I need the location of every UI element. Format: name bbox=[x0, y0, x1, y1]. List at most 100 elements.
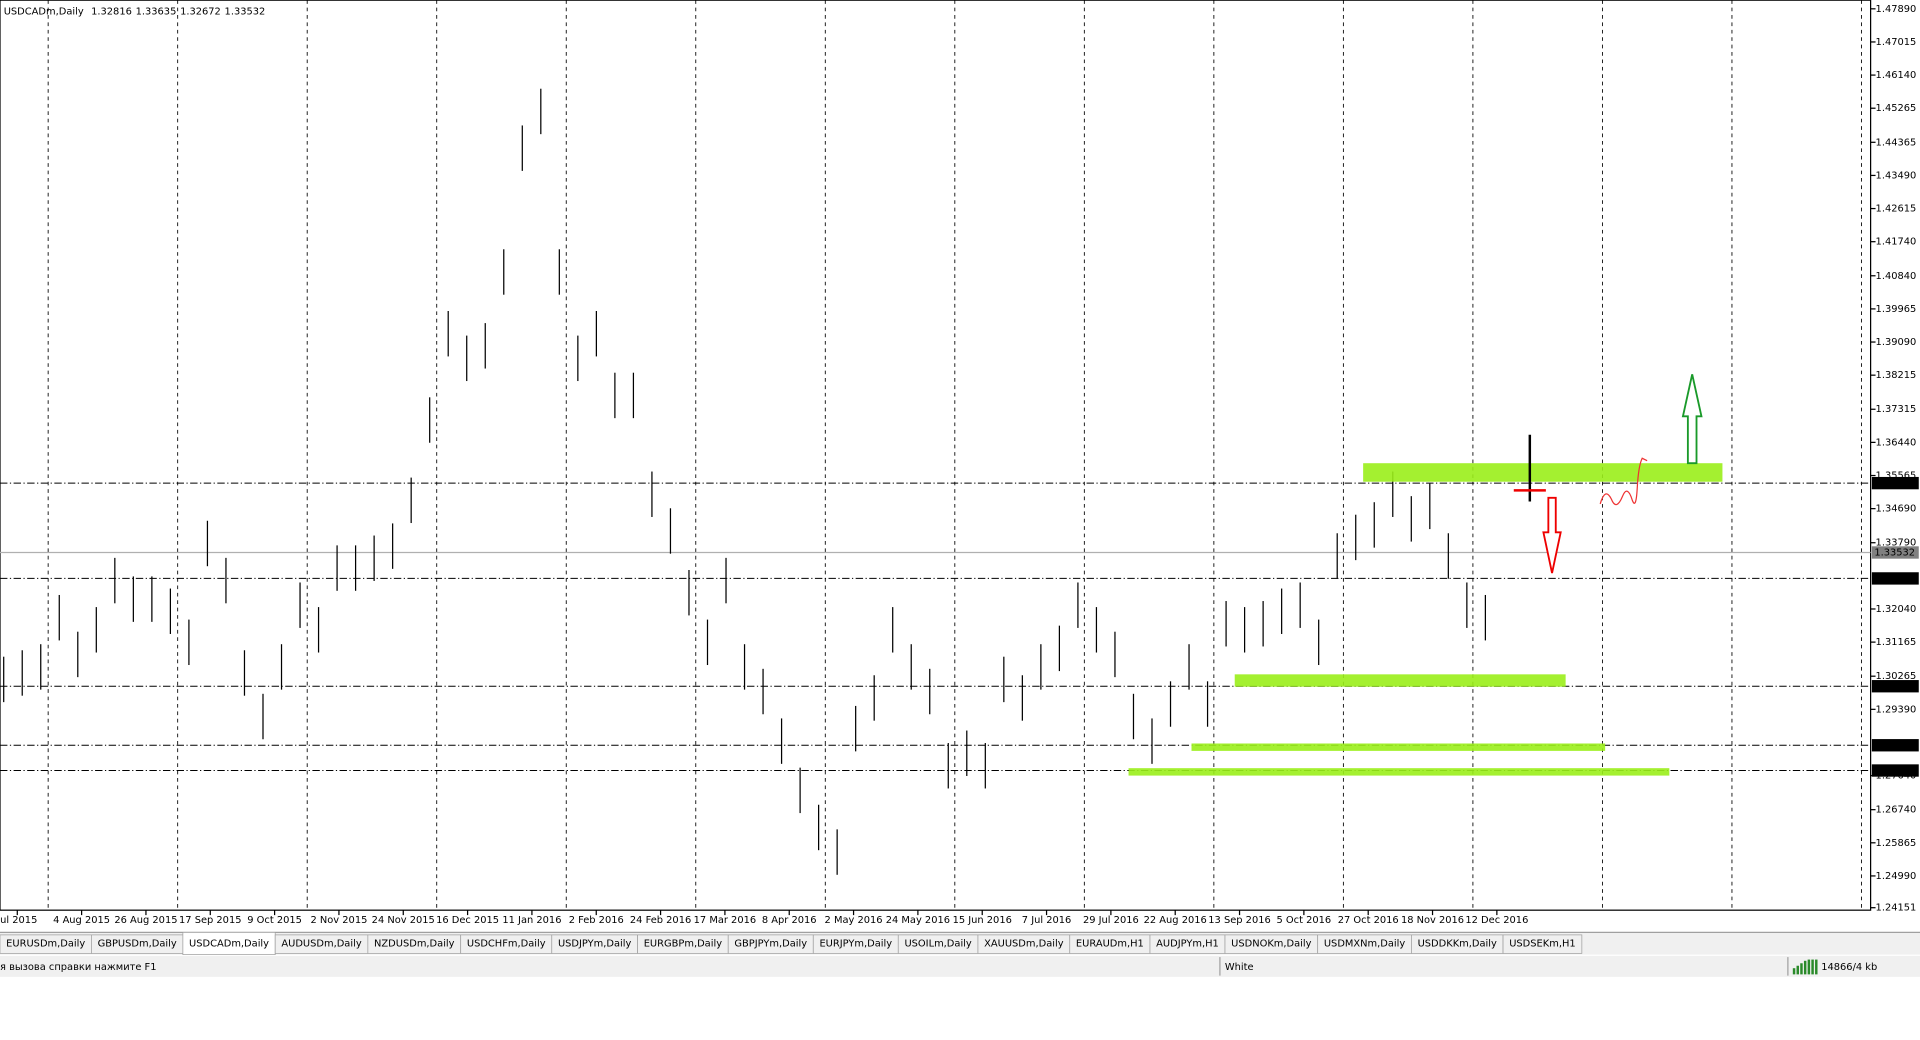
symbol: USDCADm,Daily bbox=[4, 6, 84, 17]
y-tick-label: 1.42615 bbox=[1876, 204, 1917, 215]
ohlc-value: 1.33532 bbox=[225, 6, 266, 17]
zone bbox=[1363, 463, 1723, 482]
y-tick-label: 1.44365 bbox=[1876, 137, 1917, 148]
x-tick-label: 24 Nov 2015 bbox=[372, 915, 435, 926]
tab-label[interactable]: EURUSDm,Daily bbox=[6, 939, 85, 950]
price-tag bbox=[1871, 572, 1919, 585]
zone bbox=[1191, 743, 1606, 751]
y-tick-label: 1.40840 bbox=[1876, 271, 1917, 282]
price-tag-label: 1.33532 bbox=[1874, 547, 1915, 558]
y-tick-label: 1.41740 bbox=[1876, 237, 1917, 248]
x-tick-label: 7 Jul 2016 bbox=[1022, 915, 1072, 926]
tab-label[interactable]: EURAUDm,H1 bbox=[1076, 939, 1144, 950]
x-tick-label: 24 Feb 2016 bbox=[630, 915, 691, 926]
y-tick-label: 1.43490 bbox=[1876, 170, 1917, 181]
chart-frame bbox=[0, 0, 1872, 911]
tab-label[interactable]: USDCADm,Daily bbox=[189, 939, 269, 950]
ohlc-value: 1.33635 bbox=[136, 6, 177, 17]
y-tick-label: 1.45265 bbox=[1876, 103, 1917, 114]
x-tick-label: 17 Mar 2016 bbox=[694, 915, 757, 926]
price-tag-label: 1.28441 bbox=[1874, 740, 1915, 751]
arrow-down bbox=[1542, 496, 1562, 574]
tab-label[interactable]: USDMXNm,Daily bbox=[1324, 939, 1406, 950]
x-tick-label: 26 Aug 2015 bbox=[114, 915, 177, 926]
tab-label[interactable]: USDSEKm,H1 bbox=[1509, 939, 1575, 950]
x-tick-label: 2 Nov 2015 bbox=[310, 915, 367, 926]
tab-label[interactable]: USOILm,Daily bbox=[904, 939, 971, 950]
tab-label[interactable]: GBPJPYm,Daily bbox=[734, 939, 807, 950]
y-tick-label: 1.38215 bbox=[1876, 370, 1917, 381]
x-tick-label: 15 Jun 2016 bbox=[953, 915, 1012, 926]
y-tick-label: 1.34690 bbox=[1876, 504, 1917, 515]
x-tick-label: 27 Oct 2016 bbox=[1338, 915, 1399, 926]
y-tick-label: 1.39090 bbox=[1876, 337, 1917, 348]
x-tick-label: 18 Nov 2016 bbox=[1401, 915, 1464, 926]
tab-label[interactable]: AUDJPYm,H1 bbox=[1156, 939, 1219, 950]
x-tick-label: 11 Jan 2016 bbox=[502, 915, 561, 926]
y-tick-label: 1.31165 bbox=[1876, 637, 1917, 648]
tab-label[interactable]: EURGBPm,Daily bbox=[644, 939, 722, 950]
price-tag bbox=[1871, 546, 1919, 559]
price-tag-label: 1.32847 bbox=[1874, 573, 1915, 584]
price-bars bbox=[3, 88, 1486, 875]
connection-icon bbox=[1792, 959, 1818, 975]
price-tag-label: 1.30000 bbox=[1874, 681, 1915, 692]
tab-label[interactable]: USDNOKm,Daily bbox=[1231, 939, 1312, 950]
y-tick-label: 1.33790 bbox=[1876, 538, 1917, 549]
y-tick-label: 1.24990 bbox=[1876, 871, 1917, 882]
price-tag-label: 1.27774 bbox=[1874, 766, 1915, 777]
price-tag bbox=[1871, 739, 1919, 752]
status-traffic: 14866/4 kb bbox=[1821, 962, 1877, 973]
price-tag bbox=[1871, 764, 1919, 777]
x-tick-label: 2 May 2016 bbox=[825, 915, 883, 926]
y-tick-label: 1.36440 bbox=[1876, 437, 1917, 448]
status-help: я вызова справки нажмите F1 bbox=[0, 962, 157, 973]
x-tick-label: 17 Sep 2015 bbox=[179, 915, 242, 926]
y-tick-label: 1.35565 bbox=[1876, 471, 1917, 482]
y-tick-label: 1.29390 bbox=[1876, 704, 1917, 715]
y-tick-label: 1.39965 bbox=[1876, 304, 1917, 315]
y-tick-label: 1.30265 bbox=[1876, 671, 1917, 682]
tab-label[interactable]: XAUUSDm,Daily bbox=[984, 939, 1064, 950]
x-tick-label: 29 Jul 2016 bbox=[1083, 915, 1139, 926]
y-tick-label: 1.25865 bbox=[1876, 838, 1917, 849]
price-tag bbox=[1871, 680, 1919, 693]
y-tick-label: 1.24151 bbox=[1876, 903, 1917, 914]
x-tick-label: 4 Aug 2015 bbox=[53, 915, 110, 926]
tab[interactable] bbox=[1502, 934, 1583, 954]
ohlc-value: 1.32816 bbox=[91, 6, 132, 17]
x-tick-label: 2 Feb 2016 bbox=[569, 915, 624, 926]
x-tick-label: 8 Apr 2016 bbox=[762, 915, 817, 926]
tab-label[interactable]: AUDUSDm,Daily bbox=[281, 939, 361, 950]
x-tick-label: 9 Oct 2015 bbox=[247, 915, 302, 926]
status-profile: White bbox=[1225, 962, 1254, 973]
y-tick-label: 1.32040 bbox=[1876, 604, 1917, 615]
x-tick-label: 22 Aug 2016 bbox=[1144, 915, 1207, 926]
y-tick-label: 1.37315 bbox=[1876, 404, 1917, 415]
x-tick-label: 13 Sep 2016 bbox=[1208, 915, 1271, 926]
y-tick-label: 1.47890 bbox=[1876, 4, 1917, 15]
y-tick-label: 1.46140 bbox=[1876, 70, 1917, 81]
tab-label[interactable]: NZDUSDm,Daily bbox=[374, 939, 455, 950]
tab-label[interactable]: USDJPYm,Daily bbox=[558, 939, 632, 950]
arrow-up bbox=[1681, 374, 1703, 465]
y-tick-label: 1.47015 bbox=[1876, 37, 1917, 48]
tab-label[interactable]: USDCHFm,Daily bbox=[467, 939, 546, 950]
x-tick-label: 24 May 2016 bbox=[886, 915, 950, 926]
user-drawings bbox=[1128, 374, 1723, 776]
price-tag bbox=[1871, 476, 1919, 490]
tab-label[interactable]: GBPUSDm,Daily bbox=[98, 939, 177, 950]
ohlc-value: 1.32672 bbox=[180, 6, 221, 17]
tab-label[interactable]: EURJPYm,Daily bbox=[819, 939, 892, 950]
status-bar bbox=[0, 955, 1920, 977]
x-tick-label: 5 Oct 2016 bbox=[1277, 915, 1332, 926]
chart-header: USDCADm,Daily 1.32816 1.33635 1.32672 1.3353… bbox=[4, 6, 266, 17]
tab-label[interactable]: USDDKKm,Daily bbox=[1418, 939, 1497, 950]
zone bbox=[1234, 674, 1566, 687]
x-tick-label: 16 Dec 2015 bbox=[436, 915, 499, 926]
price-tag-label: 1.35364 bbox=[1874, 478, 1915, 489]
x-tick-label: Jul 2015 bbox=[0, 915, 37, 926]
